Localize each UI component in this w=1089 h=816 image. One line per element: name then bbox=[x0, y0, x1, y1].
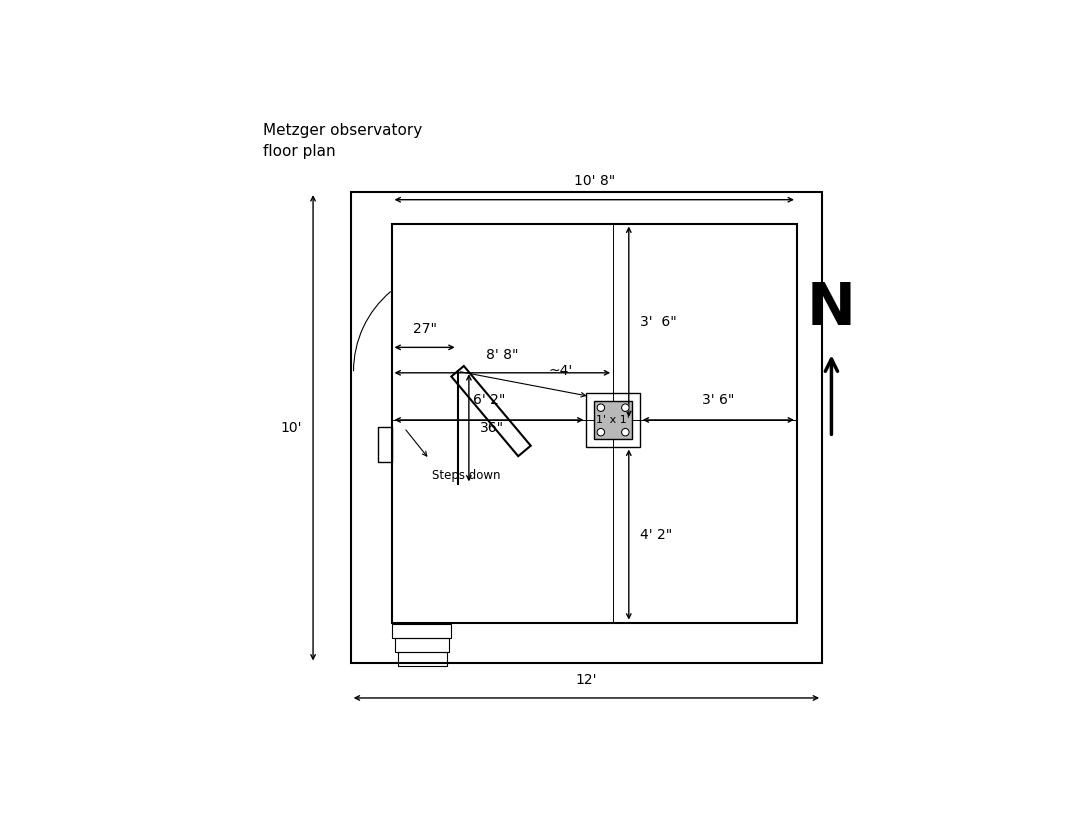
Bar bbox=[392, 224, 797, 623]
Text: 10': 10' bbox=[280, 421, 302, 435]
Bar bbox=[586, 393, 640, 446]
Circle shape bbox=[622, 404, 629, 411]
Text: Metzger observatory
floor plan: Metzger observatory floor plan bbox=[262, 123, 423, 159]
Text: 6' 2": 6' 2" bbox=[473, 393, 505, 407]
Bar bbox=[594, 401, 633, 439]
Circle shape bbox=[622, 428, 629, 436]
Bar bbox=[392, 624, 451, 638]
Text: 8' 8": 8' 8" bbox=[486, 348, 518, 361]
Text: 10' 8": 10' 8" bbox=[574, 175, 615, 188]
Circle shape bbox=[597, 428, 604, 436]
Bar bbox=[351, 193, 822, 663]
Text: 27": 27" bbox=[413, 322, 437, 336]
Text: 3'  6": 3' 6" bbox=[640, 315, 677, 329]
Text: 36": 36" bbox=[480, 421, 504, 435]
Bar bbox=[394, 638, 449, 652]
Text: 12': 12' bbox=[576, 672, 597, 686]
Text: N: N bbox=[807, 280, 856, 337]
Text: 4' 2": 4' 2" bbox=[640, 528, 672, 542]
Text: 3' 6": 3' 6" bbox=[702, 393, 734, 407]
Text: 1' x 1': 1' x 1' bbox=[596, 415, 631, 425]
Bar bbox=[378, 427, 392, 462]
Text: ~4': ~4' bbox=[549, 363, 573, 378]
Circle shape bbox=[597, 404, 604, 411]
Bar bbox=[397, 652, 448, 666]
Text: Steps down: Steps down bbox=[432, 468, 501, 481]
